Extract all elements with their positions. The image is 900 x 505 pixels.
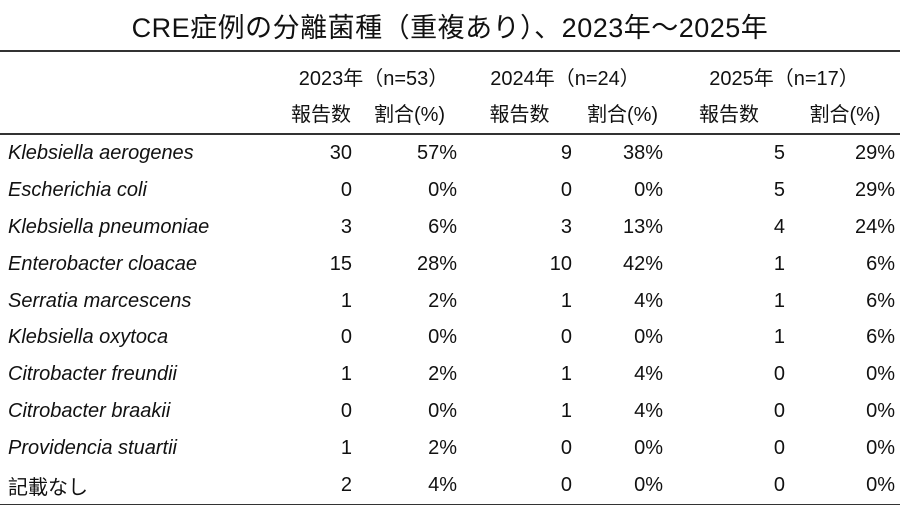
page-title: CRE症例の分離菌種（重複あり）、2023年～2025年: [131, 12, 769, 43]
percent-2024: 38%: [623, 141, 664, 164]
percent-2025: 0%: [790, 467, 900, 505]
count-2023: 3: [340, 215, 352, 238]
species-header-spacer: [0, 51, 285, 95]
count-2024: 1: [560, 363, 573, 386]
count-2025: 0: [773, 437, 786, 460]
percent-2024: 0%: [577, 467, 669, 505]
col-header-count-2023: 報告数: [285, 95, 357, 135]
table-row: Citrobacter freundii 1 2% 1 4% 0 0%: [0, 356, 900, 393]
count-2024: 0: [560, 178, 573, 201]
count-2023: 15: [329, 252, 352, 275]
count-2023: 0: [340, 400, 352, 423]
species-name: Klebsiella oxytoca: [8, 326, 169, 349]
col-header-percent-2024: 割合(%): [577, 95, 669, 135]
table-row: Providencia stuartii 1 2% 0 0% 0 0%: [0, 430, 900, 467]
percent-2023: 2%: [428, 289, 458, 312]
count-2024: 0: [560, 437, 573, 460]
count-2023: 1: [340, 437, 352, 460]
percent-2023: 2%: [428, 363, 458, 386]
year-header-2024: 2024年（n=24）: [490, 67, 640, 90]
subheader-row: 報告数 割合(%) 報告数 割合(%) 報告数 割合(%): [0, 95, 900, 135]
species-name: Klebsiella pneumoniae: [8, 215, 210, 238]
count-2024: 3: [560, 215, 573, 238]
count-2025: 1: [773, 289, 786, 312]
count-2023: 1: [340, 363, 352, 386]
count-2025: 5: [773, 141, 786, 164]
species-name: Citrobacter braakii: [8, 400, 171, 423]
count-2023: 0: [340, 178, 352, 201]
count-2023: 1: [340, 289, 352, 312]
species-name: Klebsiella aerogenes: [8, 141, 194, 164]
col-header-percent-2023: 割合(%): [357, 95, 463, 135]
percent-2023: 0%: [428, 326, 458, 349]
percent-2024: 0%: [634, 437, 664, 460]
percent-2023: 6%: [428, 215, 458, 238]
table-row: Klebsiella aerogenes 30 57% 9 38% 5 29%: [0, 134, 900, 172]
count-2023: 30: [329, 141, 352, 164]
col-header-percent-2025: 割合(%): [790, 95, 900, 135]
table-row: Klebsiella pneumoniae 3 6% 3 13% 4 24%: [0, 209, 900, 246]
percent-2024: 4%: [634, 363, 664, 386]
percent-2025: 0%: [866, 400, 896, 423]
col-header-count-2024: 報告数: [462, 95, 578, 135]
species-subheader-spacer: [0, 95, 285, 135]
species-name: Providencia stuartii: [8, 437, 177, 460]
col-header-count-2025: 報告数: [668, 95, 791, 135]
count-2025: 1: [773, 252, 786, 275]
species-name: Enterobacter cloacae: [8, 252, 198, 275]
count-2024: 0: [462, 467, 578, 505]
table-row: Citrobacter braakii 0 0% 1 4% 0 0%: [0, 393, 900, 430]
year-header-2025: 2025年（n=17）: [709, 67, 859, 90]
table-row: Serratia marcescens 1 2% 1 4% 1 6%: [0, 283, 900, 320]
table-body: Klebsiella aerogenes 30 57% 9 38% 5 29% …: [0, 134, 900, 505]
count-2023: 2: [285, 467, 357, 505]
percent-2025: 24%: [855, 215, 896, 238]
count-2024: 1: [560, 289, 573, 312]
percent-2024: 4%: [634, 289, 664, 312]
percent-2023: 57%: [416, 141, 458, 164]
percent-2023: 2%: [428, 437, 458, 460]
percent-2024: 13%: [623, 215, 664, 238]
count-2025: 4: [773, 215, 786, 238]
count-2025: 5: [773, 178, 786, 201]
table-row: Enterobacter cloacae 15 28% 10 42% 1 6%: [0, 246, 900, 283]
percent-2025: 0%: [866, 363, 896, 386]
percent-2025: 29%: [855, 141, 896, 164]
table-row: Escherichia coli 0 0% 0 0% 5 29%: [0, 172, 900, 209]
count-2025: 0: [773, 363, 786, 386]
percent-2023: 28%: [416, 252, 458, 275]
species-name: Serratia marcescens: [8, 289, 192, 312]
percent-2023: 0%: [428, 178, 458, 201]
year-header-row: 2023年（n=53） 2024年（n=24） 2025年（n=17）: [0, 51, 900, 95]
cre-species-table: 2023年（n=53） 2024年（n=24） 2025年（n=17） 報告数 …: [0, 50, 900, 505]
count-2024: 0: [560, 326, 573, 349]
year-header-2023: 2023年（n=53）: [298, 67, 449, 90]
species-name: 記載なし: [0, 467, 285, 505]
species-name: Citrobacter freundii: [8, 363, 177, 386]
table-row: Klebsiella oxytoca 0 0% 0 0% 1 6%: [0, 319, 900, 356]
table-row: 記載なし 2 4% 0 0% 0 0%: [0, 467, 900, 505]
percent-2025: 29%: [855, 178, 896, 201]
count-2024: 9: [560, 141, 573, 164]
count-2024: 10: [549, 252, 573, 275]
percent-2025: 6%: [866, 252, 896, 275]
count-2025: 0: [773, 400, 786, 423]
percent-2023: 4%: [357, 467, 463, 505]
count-2024: 1: [560, 400, 573, 423]
percent-2025: 6%: [866, 289, 896, 312]
percent-2025: 0%: [866, 437, 896, 460]
percent-2024: 42%: [623, 252, 664, 275]
count-2023: 0: [340, 326, 352, 349]
percent-2025: 6%: [866, 326, 896, 349]
percent-2024: 0%: [634, 178, 664, 201]
count-2025: 0: [668, 467, 791, 505]
count-2025: 1: [773, 326, 786, 349]
percent-2023: 0%: [428, 400, 458, 423]
percent-2024: 0%: [634, 326, 664, 349]
species-name: Escherichia coli: [8, 178, 147, 201]
percent-2024: 4%: [634, 400, 664, 423]
